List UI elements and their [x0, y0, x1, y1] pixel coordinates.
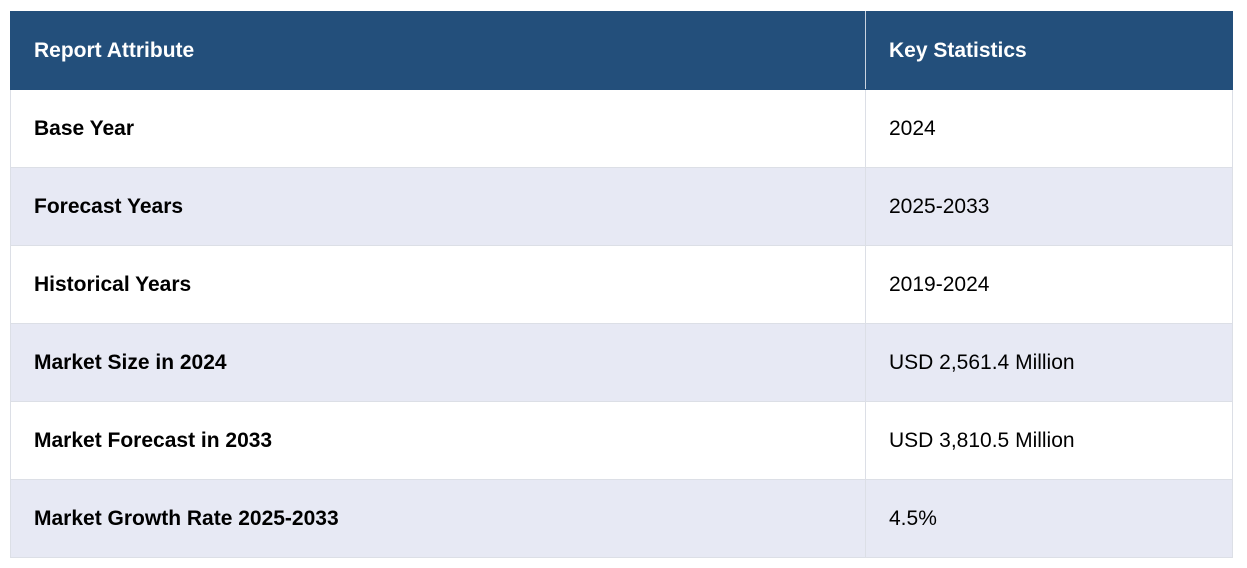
row-value-forecast-years: 2025-2033	[865, 167, 1233, 246]
row-value-growth-rate: 4.5%	[865, 479, 1233, 558]
table-row: Forecast Years 2025-2033	[10, 167, 1233, 246]
row-attribute-market-forecast: Market Forecast in 2033	[10, 401, 866, 480]
row-attribute-market-size: Market Size in 2024	[10, 323, 866, 402]
table-row: Market Forecast in 2033 USD 3,810.5 Mill…	[10, 401, 1233, 480]
row-attribute-historical-years: Historical Years	[10, 245, 866, 324]
row-value-market-size: USD 2,561.4 Million	[865, 323, 1233, 402]
table-row: Market Size in 2024 USD 2,561.4 Million	[10, 323, 1233, 402]
report-attributes-table: Report Attribute Key Statistics Base Yea…	[10, 11, 1233, 558]
row-attribute-base-year: Base Year	[10, 89, 866, 168]
row-value-historical-years: 2019-2024	[865, 245, 1233, 324]
report-table-container: Report Attribute Key Statistics Base Yea…	[10, 11, 1233, 558]
table-row: Market Growth Rate 2025-2033 4.5%	[10, 479, 1233, 558]
row-attribute-growth-rate: Market Growth Rate 2025-2033	[10, 479, 866, 558]
table-header-row: Report Attribute Key Statistics	[10, 11, 1233, 90]
table-row: Historical Years 2019-2024	[10, 245, 1233, 324]
row-value-base-year: 2024	[865, 89, 1233, 168]
row-value-market-forecast: USD 3,810.5 Million	[865, 401, 1233, 480]
row-attribute-forecast-years: Forecast Years	[10, 167, 866, 246]
header-report-attribute: Report Attribute	[10, 11, 866, 90]
header-key-statistics: Key Statistics	[865, 11, 1233, 90]
table-row: Base Year 2024	[10, 89, 1233, 168]
